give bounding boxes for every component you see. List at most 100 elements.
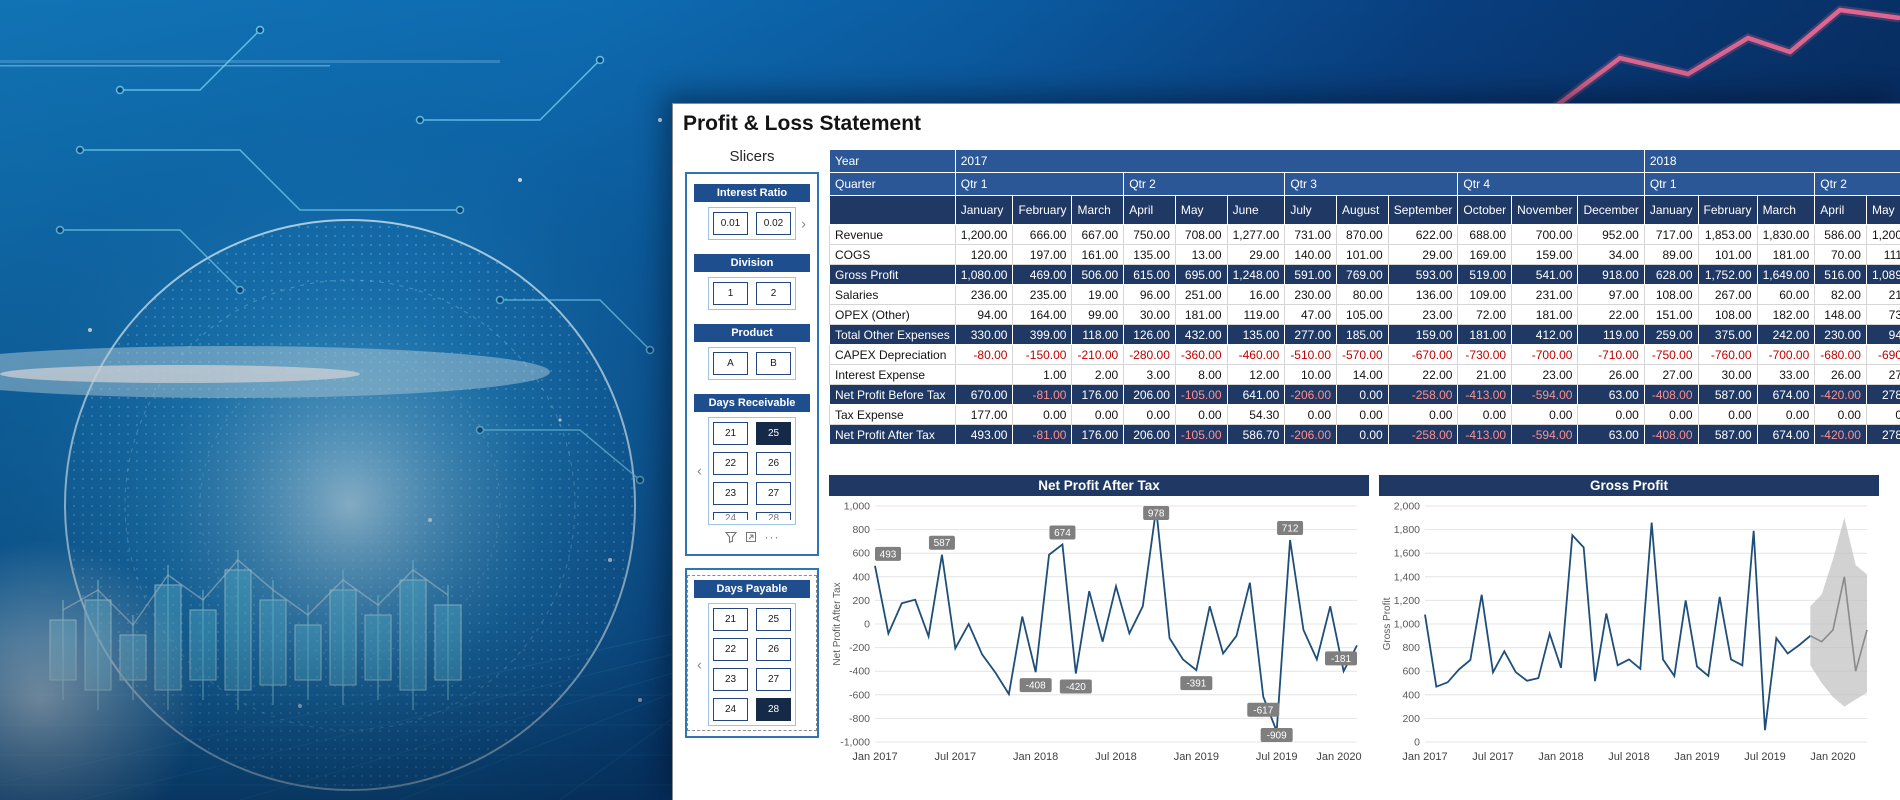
matrix-cell: -420.00 bbox=[1814, 384, 1867, 405]
slicer-option-days-receivable-21[interactable]: 21 bbox=[713, 422, 748, 445]
matrix-cell: 1,089.00 bbox=[1865, 264, 1900, 285]
quarter-header[interactable]: Qtr 2 bbox=[1123, 172, 1286, 196]
month-header[interactable]: May bbox=[1865, 195, 1900, 225]
svg-text:-391: -391 bbox=[1186, 679, 1206, 690]
month-header[interactable]: January bbox=[954, 195, 1014, 225]
quarter-header[interactable]: Qtr 3 bbox=[1284, 172, 1459, 196]
slicer-option-days-receivable-23[interactable]: 23 bbox=[713, 482, 748, 505]
matrix-row-gross-profit: Gross Profit 1,080.00 469.00 506.00 615.00 69… bbox=[829, 264, 1900, 285]
slicer-option-days-payable-22[interactable]: 22 bbox=[713, 638, 748, 661]
slicer-option-days-payable-25[interactable]: 25 bbox=[756, 608, 791, 631]
month-header[interactable]: October bbox=[1457, 195, 1513, 225]
matrix-cell: 26.00 bbox=[1814, 364, 1867, 385]
slicer-option-days-payable-21[interactable]: 21 bbox=[713, 608, 748, 631]
slicer-option-interest-ratio-0.01[interactable]: 0.01 bbox=[713, 212, 748, 235]
matrix-cell: 670.00 bbox=[954, 384, 1014, 405]
matrix-cell: 1,752.00 bbox=[1697, 264, 1758, 285]
slicer-option-days-payable-23[interactable]: 23 bbox=[713, 668, 748, 691]
matrix-cell: -408.00 bbox=[1643, 384, 1699, 405]
row-label: Interest Expense bbox=[829, 364, 956, 385]
month-header[interactable]: January bbox=[1643, 195, 1699, 225]
matrix-cell: 267.00 bbox=[1697, 284, 1758, 305]
month-header[interactable]: April bbox=[1123, 195, 1176, 225]
slicer-option-product-B[interactable]: B bbox=[756, 352, 791, 375]
data-label: -909 bbox=[1260, 728, 1293, 742]
slicer-division: Division 1 2 bbox=[692, 254, 812, 310]
slicer-option-days-payable-26[interactable]: 26 bbox=[756, 638, 791, 661]
data-label: 978 bbox=[1143, 506, 1170, 520]
slicer-scroll-left-arrow[interactable]: ‹ bbox=[697, 462, 702, 480]
month-header[interactable]: March bbox=[1071, 195, 1125, 225]
svg-text:-800: -800 bbox=[849, 713, 870, 725]
month-header[interactable]: May bbox=[1174, 195, 1228, 225]
matrix-cell: 674.00 bbox=[1756, 384, 1816, 405]
quarter-header[interactable]: Qtr 1 bbox=[954, 172, 1125, 196]
matrix-cell bbox=[954, 364, 1014, 385]
slicer-scroll-left-arrow[interactable]: ‹ bbox=[697, 656, 702, 673]
year-header-2018[interactable]: 2018 bbox=[1643, 149, 1900, 173]
matrix-cell: 63.00 bbox=[1577, 384, 1645, 405]
quarter-header[interactable]: Qtr 1 bbox=[1643, 172, 1816, 196]
matrix-cell: 54.30 bbox=[1226, 404, 1286, 425]
matrix-cell: 0.00 bbox=[1284, 404, 1338, 425]
matrix-cell: 230.00 bbox=[1814, 324, 1867, 345]
matrix-cell: -210.00 bbox=[1071, 344, 1125, 365]
month-header[interactable]: September bbox=[1387, 195, 1459, 225]
slicer-option-days-receivable-26[interactable]: 26 bbox=[756, 452, 791, 475]
matrix-cell: 469.00 bbox=[1012, 264, 1073, 285]
year-header-2017[interactable]: 2017 bbox=[954, 149, 1645, 173]
matrix-cell: -710.00 bbox=[1577, 344, 1645, 365]
month-header[interactable]: March bbox=[1756, 195, 1816, 225]
quarter-header[interactable]: Qtr 2 bbox=[1814, 172, 1900, 196]
slicer-header-product: Product bbox=[694, 324, 810, 342]
matrix-cell: 21.00 bbox=[1865, 284, 1900, 305]
month-header[interactable]: November bbox=[1511, 195, 1579, 225]
slicer-option-days-receivable-22[interactable]: 22 bbox=[713, 452, 748, 475]
slicer-option-days-payable-27[interactable]: 27 bbox=[756, 668, 791, 691]
month-header[interactable]: December bbox=[1577, 195, 1645, 225]
matrix-cell: 29.00 bbox=[1226, 244, 1286, 265]
matrix-cell: 2.00 bbox=[1071, 364, 1125, 385]
row-label: Revenue bbox=[829, 224, 956, 245]
matrix-cell: 375.00 bbox=[1697, 324, 1758, 345]
slicer-option-days-receivable-24-clipped[interactable]: 24 bbox=[713, 512, 748, 520]
more-options-icon[interactable]: ··· bbox=[764, 530, 780, 544]
month-header[interactable]: August bbox=[1336, 195, 1389, 225]
svg-text:Jan 2018: Jan 2018 bbox=[1538, 751, 1583, 763]
matrix-cell: 94.00 bbox=[954, 304, 1014, 325]
slicer-option-days-payable-28[interactable]: 28 bbox=[756, 698, 791, 721]
matrix-row-cogs: COGS 120.00 197.00 161.00 135.00 13.00 29.00 14… bbox=[829, 244, 1900, 265]
slicer-option-interest-ratio-0.02[interactable]: 0.02 bbox=[756, 212, 791, 235]
matrix-row-salaries: Salaries 236.00 235.00 19.00 96.00 251.00 16.0… bbox=[829, 284, 1900, 305]
slicer-scroll-right-arrow[interactable]: › bbox=[801, 215, 806, 232]
matrix-cell: 242.00 bbox=[1756, 324, 1816, 345]
filter-icon[interactable] bbox=[724, 531, 737, 543]
month-header[interactable]: July bbox=[1284, 195, 1338, 225]
quarter-header[interactable]: Qtr 4 bbox=[1457, 172, 1645, 196]
slicer-option-days-receivable-25[interactable]: 25 bbox=[756, 422, 791, 445]
svg-text:Jan 2020: Jan 2020 bbox=[1316, 751, 1361, 763]
focus-mode-icon[interactable] bbox=[745, 531, 757, 543]
matrix-cell: 708.00 bbox=[1174, 224, 1228, 245]
matrix-cell: 30.00 bbox=[1697, 364, 1758, 385]
matrix-cell: -408.00 bbox=[1643, 424, 1699, 445]
month-header[interactable]: February bbox=[1012, 195, 1073, 225]
matrix-cell: -81.00 bbox=[1012, 424, 1073, 445]
slicer-option-division-2[interactable]: 2 bbox=[756, 282, 791, 305]
slicer-option-days-receivable-27[interactable]: 27 bbox=[756, 482, 791, 505]
matrix-cell: 593.00 bbox=[1387, 264, 1459, 285]
slicer-option-days-payable-24[interactable]: 24 bbox=[713, 698, 748, 721]
slicer-option-days-receivable-28-clipped[interactable]: 28 bbox=[756, 512, 791, 520]
month-header[interactable]: April bbox=[1814, 195, 1867, 225]
matrix-cell: 23.00 bbox=[1387, 304, 1459, 325]
matrix-cell: 94.00 bbox=[1865, 324, 1900, 345]
slicer-option-product-A[interactable]: A bbox=[713, 352, 748, 375]
matrix-cell: -760.00 bbox=[1697, 344, 1758, 365]
month-header[interactable]: June bbox=[1226, 195, 1286, 225]
svg-text:1,200: 1,200 bbox=[1394, 595, 1420, 607]
slicer-option-division-1[interactable]: 1 bbox=[713, 282, 748, 305]
matrix-cell: -594.00 bbox=[1511, 384, 1579, 405]
month-header[interactable]: February bbox=[1697, 195, 1758, 225]
matrix-cell: 717.00 bbox=[1643, 224, 1699, 245]
svg-text:-420: -420 bbox=[1066, 682, 1086, 693]
